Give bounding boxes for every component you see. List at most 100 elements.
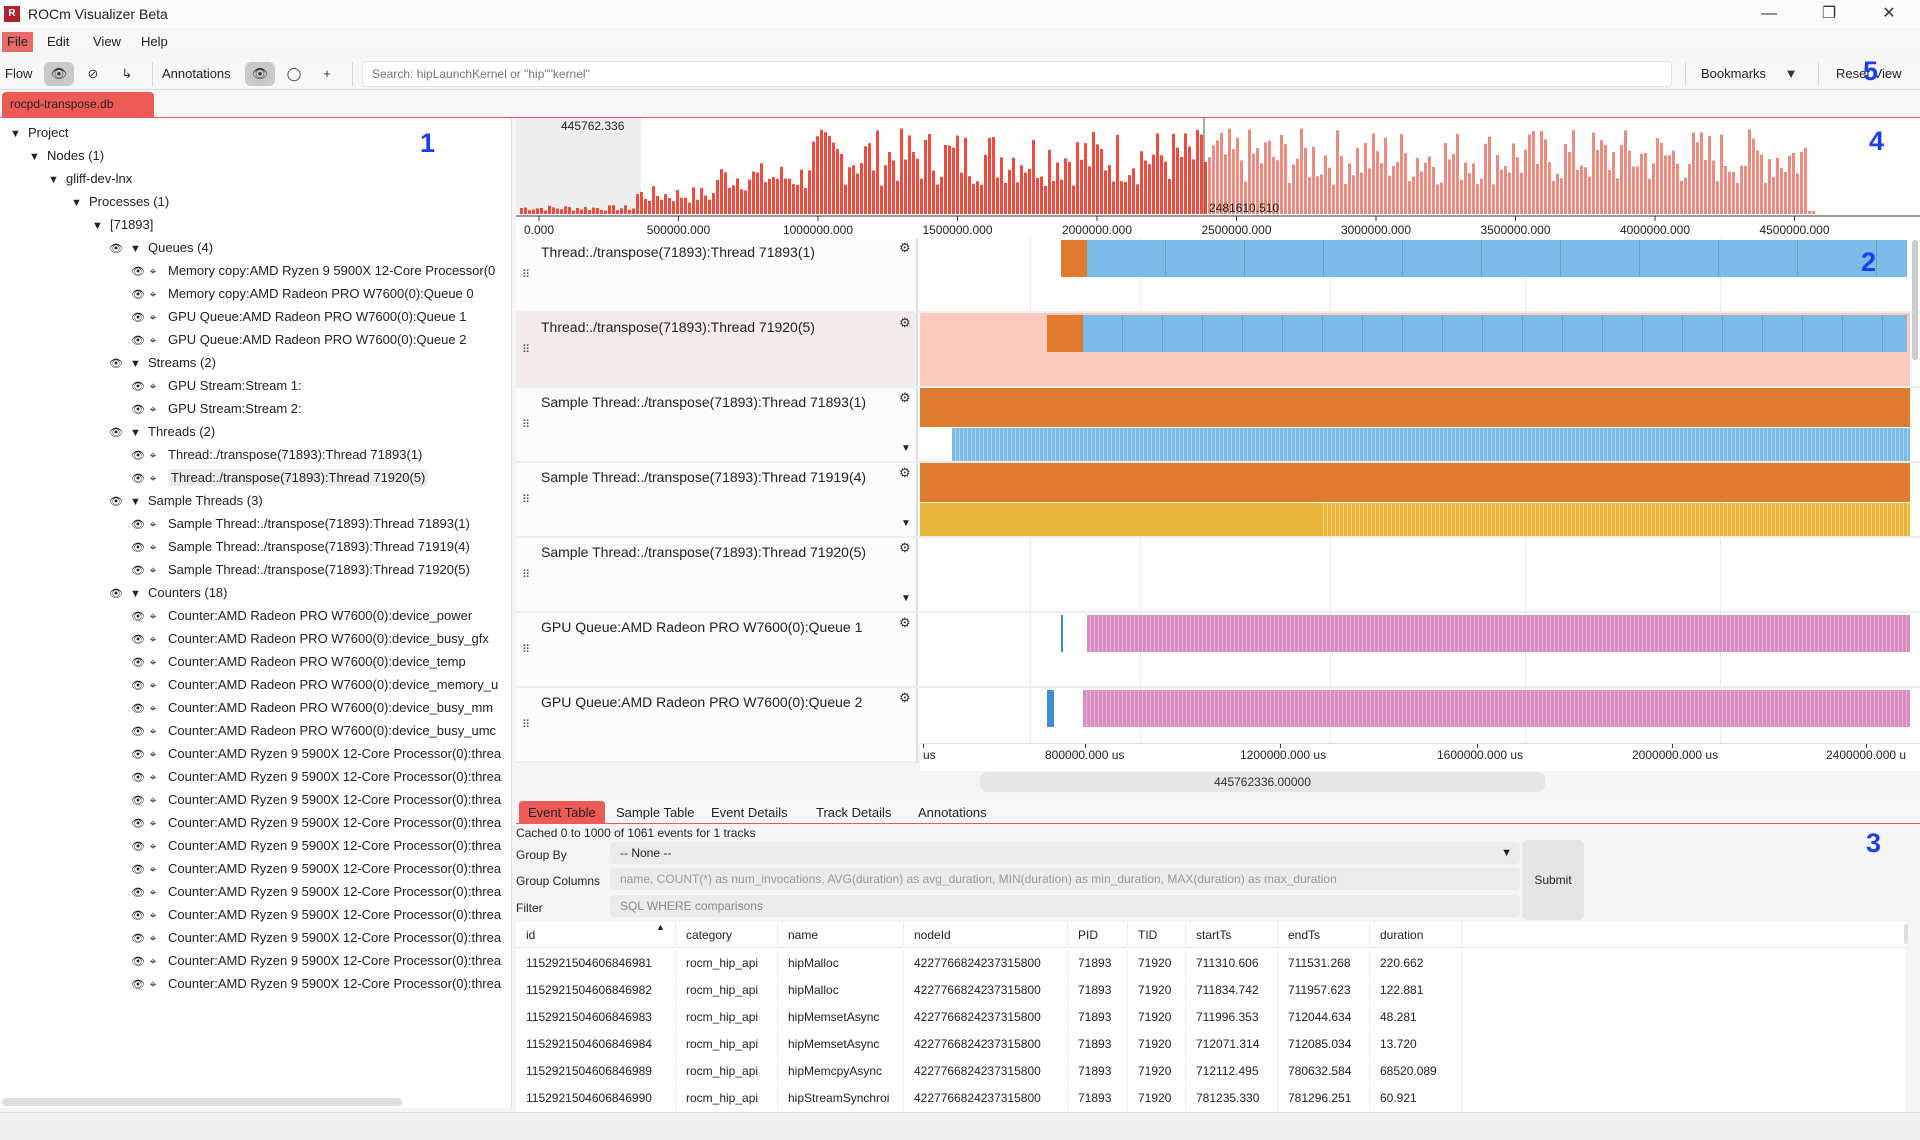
visibility-eye-icon[interactable]: 👁 [109,496,123,508]
column-header[interactable]: duration [1370,922,1462,948]
drag-handle-icon[interactable]: ⠿ [522,569,531,581]
annotations-hide-icon[interactable]: ◯ [286,66,302,81]
table-row[interactable]: 1152921504606846981 rocm_hip_api hipMalloc… [516,950,1906,977]
annotations-show-icon[interactable]: 👁 [245,62,275,86]
track-toggle-icon[interactable]: ⌖ [149,816,157,830]
table-row[interactable]: 1152921504606846983 rocm_hip_api hipMemset… [516,1004,1906,1031]
tree-item[interactable]: 👁 ⌖ GPU Stream:Stream 1: [130,375,302,397]
track-area[interactable] [920,313,1910,386]
visibility-eye-icon[interactable]: 👁 [131,312,145,324]
track-area[interactable] [920,463,1910,536]
tree-item[interactable]: 👁 ⌖ Counter:AMD Radeon PRO W7600(0):device… [130,697,493,719]
tree-item[interactable]: ▼ Project [10,122,68,144]
drag-handle-icon[interactable]: ⠿ [522,419,531,431]
track-toggle-icon[interactable]: ⌖ [149,517,157,531]
tree-item[interactable]: ▼ [71893] [92,214,153,236]
visibility-eye-icon[interactable]: 👁 [131,841,145,853]
tab-event-details[interactable]: Event Details [711,805,788,820]
gear-icon[interactable]: ⚙ [899,390,911,405]
track-toggle-icon[interactable]: ⌖ [149,310,157,324]
track-toggle-icon[interactable]: ⌖ [149,793,157,807]
menu-help[interactable]: Help [141,34,168,49]
tree-item[interactable]: 👁 ⌖ Counter:AMD Radeon PRO W7600(0):device… [130,651,466,673]
track-toggle-icon[interactable]: ⌖ [149,862,157,876]
visibility-eye-icon[interactable]: 👁 [131,289,145,301]
track-toggle-icon[interactable]: ⌖ [149,287,157,301]
gear-icon[interactable]: ⚙ [899,315,911,330]
menu-file[interactable]: File [2,32,33,52]
tab-track-details[interactable]: Track Details [816,805,892,820]
tracks-scrollbar[interactable] [1912,240,1918,360]
tree-item[interactable]: 👁 ⌖ Memory copy:AMD Radeon PRO W7600(0):Qu… [130,283,474,305]
tree-item[interactable]: 👁 ⌖ Counter:AMD Ryzen 9 5900X 12-Core Proc… [130,881,501,903]
tree-item[interactable]: 👁 ▼ Sample Threads (3) [108,490,263,512]
table-row[interactable]: 1152921504606846989 rocm_hip_api hipMemcpy… [516,1058,1906,1085]
expand-triangle-icon[interactable]: ▼ [130,243,141,255]
column-header[interactable]: name [778,922,904,948]
reset-view-button[interactable]: Reset View [1836,66,1902,81]
zoom-scrollbar[interactable]: 445762336.00000 [980,772,1545,792]
tree-item[interactable]: 👁 ⌖ GPU Queue:AMD Radeon PRO W7600(0):Queu… [130,306,466,328]
visibility-eye-icon[interactable]: 👁 [109,427,123,439]
visibility-eye-icon[interactable]: 👁 [131,795,145,807]
tree-item[interactable]: 👁 ⌖ Counter:AMD Ryzen 9 5900X 12-Core Proc… [130,812,501,834]
tree-item[interactable]: 👁 ⌖ Counter:AMD Ryzen 9 5900X 12-Core Proc… [130,743,501,765]
track-toggle-icon[interactable]: ⌖ [149,264,157,278]
tree-item[interactable]: 👁 ▼ Counters (18) [108,582,227,604]
column-header[interactable]: category [676,922,778,948]
visibility-eye-icon[interactable]: 👁 [131,611,145,623]
tree-item[interactable]: 👁 ⌖ Sample Thread:./transpose(71893):Threa… [130,513,470,535]
event-block[interactable] [1083,315,1907,352]
visibility-eye-icon[interactable]: 👁 [131,864,145,876]
search-input[interactable] [362,61,1672,87]
tree-item[interactable]: 👁 ⌖ Counter:AMD Radeon PRO W7600(0):device… [130,674,498,696]
track-toggle-icon[interactable]: ⌖ [149,609,157,623]
histogram-overview[interactable]: 445762.336 2481610.510 0.000 500000.000 1000… [516,118,1920,238]
visibility-eye-icon[interactable]: 👁 [131,450,145,462]
track-toggle-icon[interactable]: ⌖ [149,908,157,922]
visibility-eye-icon[interactable]: 👁 [131,979,145,991]
event-block[interactable] [1061,240,1087,277]
visibility-eye-icon[interactable]: 👁 [131,703,145,715]
tab-sample-table[interactable]: Sample Table [616,805,695,820]
tree-item[interactable]: 👁 ▼ Threads (2) [108,421,215,443]
track-toggle-icon[interactable]: ⌖ [149,977,157,991]
track-toggle-icon[interactable]: ⌖ [149,333,157,347]
track-toggle-icon[interactable]: ⌖ [149,632,157,646]
track-area[interactable] [920,238,1910,311]
event-block[interactable] [1047,315,1083,352]
expand-triangle-icon[interactable]: ▼ [130,358,141,370]
table-row[interactable]: 1152921504606846990 rocm_hip_api hipStream… [516,1085,1906,1112]
track-toggle-icon[interactable]: ⌖ [149,839,157,853]
tree-item[interactable]: 👁 ⌖ Counter:AMD Radeon PRO W7600(0):device… [130,605,472,627]
expand-triangle-icon[interactable]: ▼ [10,128,21,140]
collapse-triangle-icon[interactable]: ▼ [901,518,911,529]
track-toggle-icon[interactable]: ⌖ [149,701,157,715]
tree-item[interactable]: 👁 ⌖ Counter:AMD Ryzen 9 5900X 12-Core Proc… [130,789,501,811]
menu-edit[interactable]: Edit [47,34,70,49]
sample-block[interactable] [920,463,1910,502]
visibility-eye-icon[interactable]: 👁 [131,680,145,692]
kernel-block[interactable] [1083,690,1910,727]
visibility-eye-icon[interactable]: 👁 [131,887,145,899]
tree-item[interactable]: 👁 ⌖ Counter:AMD Radeon PRO W7600(0):device… [130,720,496,742]
collapse-triangle-icon[interactable]: ▼ [901,443,911,454]
expand-triangle-icon[interactable]: ▼ [92,220,103,232]
submit-button[interactable]: Submit [1522,840,1584,920]
tree-item[interactable]: 👁 ⌖ Sample Thread:./transpose(71893):Threa… [130,559,470,581]
group-by-select[interactable]: -- None -- ▼ [610,842,1520,864]
group-columns-input[interactable]: name, COUNT(*) as num_invocations, AVG(d… [610,868,1520,890]
visibility-eye-icon[interactable]: 👁 [131,749,145,761]
sample-block[interactable] [952,428,1910,461]
kernel-block[interactable] [1087,615,1910,652]
track-area[interactable] [920,613,1910,686]
tree-item[interactable]: ▼ Processes (1) [71,191,169,213]
track-area[interactable] [920,688,1910,761]
close-icon[interactable]: ✕ [1882,5,1896,22]
tree-item[interactable]: 👁 ⌖ Thread:./transpose(71893):Thread 71920… [130,467,429,489]
tree-item[interactable]: 👁 ⌖ Counter:AMD Ryzen 9 5900X 12-Core Proc… [130,835,501,857]
tree-scrollbar[interactable] [2,1098,402,1106]
column-header[interactable]: PID [1068,922,1128,948]
kernel-marker[interactable] [1047,690,1054,727]
expand-triangle-icon[interactable]: ▼ [29,151,40,163]
